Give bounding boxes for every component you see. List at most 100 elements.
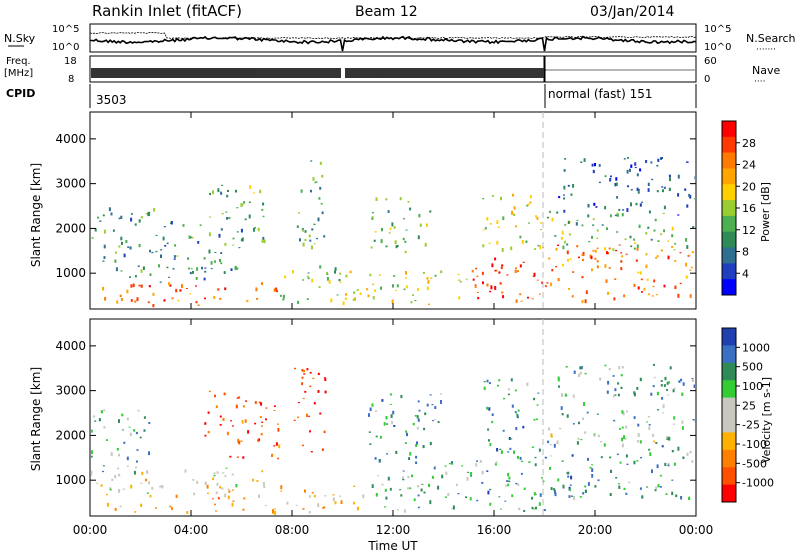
heatmap-cell	[121, 241, 123, 245]
heatmap-cell	[213, 295, 216, 299]
heatmap-cell	[262, 236, 265, 240]
heatmap-cell	[356, 289, 359, 291]
heatmap-cell	[302, 508, 305, 510]
heatmap-cell	[224, 493, 227, 498]
heatmap-cell	[633, 416, 636, 419]
heatmap-cell	[322, 507, 325, 509]
heatmap-cell	[619, 428, 622, 430]
heatmap-cell	[502, 216, 505, 221]
heatmap-cell	[402, 479, 405, 481]
heatmap-cell	[208, 390, 211, 393]
freq-trace	[91, 56, 695, 82]
heatmap-cell	[489, 290, 492, 293]
heatmap-cell	[671, 234, 674, 238]
heatmap-cell	[686, 161, 688, 163]
heatmap-cell	[153, 208, 156, 212]
heatmap-cell	[228, 217, 231, 220]
nave-dot	[565, 69, 567, 71]
heatmap-cell	[185, 288, 188, 289]
heatmap-cell	[618, 208, 621, 211]
heatmap-cell	[507, 483, 510, 487]
heatmap-cell	[457, 493, 460, 495]
heatmap-cell	[630, 164, 633, 168]
heatmap-cell	[584, 489, 587, 493]
heatmap-cell	[639, 271, 642, 275]
heatmap-cell	[226, 431, 229, 436]
heatmap-cell	[330, 298, 333, 303]
heatmap-cell	[134, 275, 137, 278]
heatmap-cell	[317, 372, 320, 376]
heatmap-cell	[458, 279, 461, 281]
heatmap-cell	[673, 462, 676, 466]
colorbar-swatch	[722, 121, 736, 138]
x-tick-label: 00:00	[73, 523, 108, 537]
heatmap-cell	[261, 239, 264, 243]
heatmap-cell	[481, 271, 484, 275]
colorbar-tick-label: 4	[742, 267, 749, 280]
heatmap-cell	[143, 429, 146, 432]
heatmap-cell	[142, 266, 145, 270]
heatmap-cell	[399, 489, 402, 491]
heatmap-cell	[668, 381, 671, 384]
heatmap-cell	[168, 276, 171, 278]
heatmap-cell	[647, 226, 650, 229]
heatmap-cell	[426, 277, 429, 280]
heatmap-cell	[236, 456, 239, 458]
heatmap-cell	[424, 412, 427, 416]
heatmap-cell	[680, 496, 683, 500]
heatmap-cell	[321, 174, 324, 178]
heatmap-cell	[309, 371, 312, 374]
heatmap-cell	[567, 220, 570, 224]
heatmap-cell	[111, 478, 114, 481]
heatmap-cell	[323, 235, 326, 238]
heatmap-cell	[359, 292, 362, 295]
heatmap-cell	[477, 296, 480, 300]
heatmap-cell	[653, 279, 656, 283]
heatmap-cell	[510, 438, 513, 440]
heatmap-cell	[404, 240, 407, 243]
heatmap-cell	[561, 393, 563, 397]
heatmap-cell	[487, 428, 490, 431]
nave-dot	[619, 69, 621, 71]
heatmap-cell	[655, 486, 658, 490]
heatmap-cell	[430, 277, 433, 279]
heatmap-cell	[235, 189, 237, 193]
heatmap-cell	[367, 294, 370, 298]
heatmap-cell	[258, 401, 261, 404]
heatmap-cell	[498, 379, 501, 382]
heatmap-cell	[440, 400, 442, 404]
heatmap-cell	[324, 378, 327, 381]
heatmap-cell	[689, 450, 692, 454]
heatmap-cell	[554, 235, 557, 237]
heatmap-cell	[193, 492, 196, 496]
heatmap-cell	[500, 266, 503, 269]
heatmap-cell	[507, 472, 510, 477]
heatmap-cell	[224, 475, 227, 477]
heatmap-cell	[645, 264, 648, 269]
heatmap-cell	[225, 467, 228, 469]
power-colorbar: 28 24 20 16 12 8 4	[721, 120, 756, 296]
heatmap-cell	[102, 465, 105, 467]
heatmap-cell	[647, 182, 650, 186]
heatmap-cell	[689, 294, 692, 298]
heatmap-cell	[691, 379, 694, 382]
heatmap-cell	[636, 387, 639, 390]
heatmap-cell	[222, 417, 225, 421]
nsearch-tick-top: 10^5	[704, 24, 731, 35]
heatmap-cell	[618, 366, 621, 370]
nave-dot	[583, 69, 585, 71]
heatmap-cell	[620, 252, 623, 254]
heatmap-cell	[651, 295, 654, 297]
heatmap-cell	[630, 202, 632, 207]
heatmap-cell	[380, 286, 382, 290]
heatmap-cell	[437, 485, 440, 490]
heatmap-cell	[235, 404, 238, 409]
heatmap-cell	[531, 298, 534, 300]
heatmap-cell	[371, 216, 374, 218]
nave-dot	[585, 69, 587, 71]
heatmap-cell	[175, 494, 178, 498]
heatmap-cell	[678, 380, 681, 383]
heatmap-cell	[417, 494, 420, 497]
heatmap-cell	[231, 489, 234, 491]
heatmap-cell	[555, 247, 558, 251]
